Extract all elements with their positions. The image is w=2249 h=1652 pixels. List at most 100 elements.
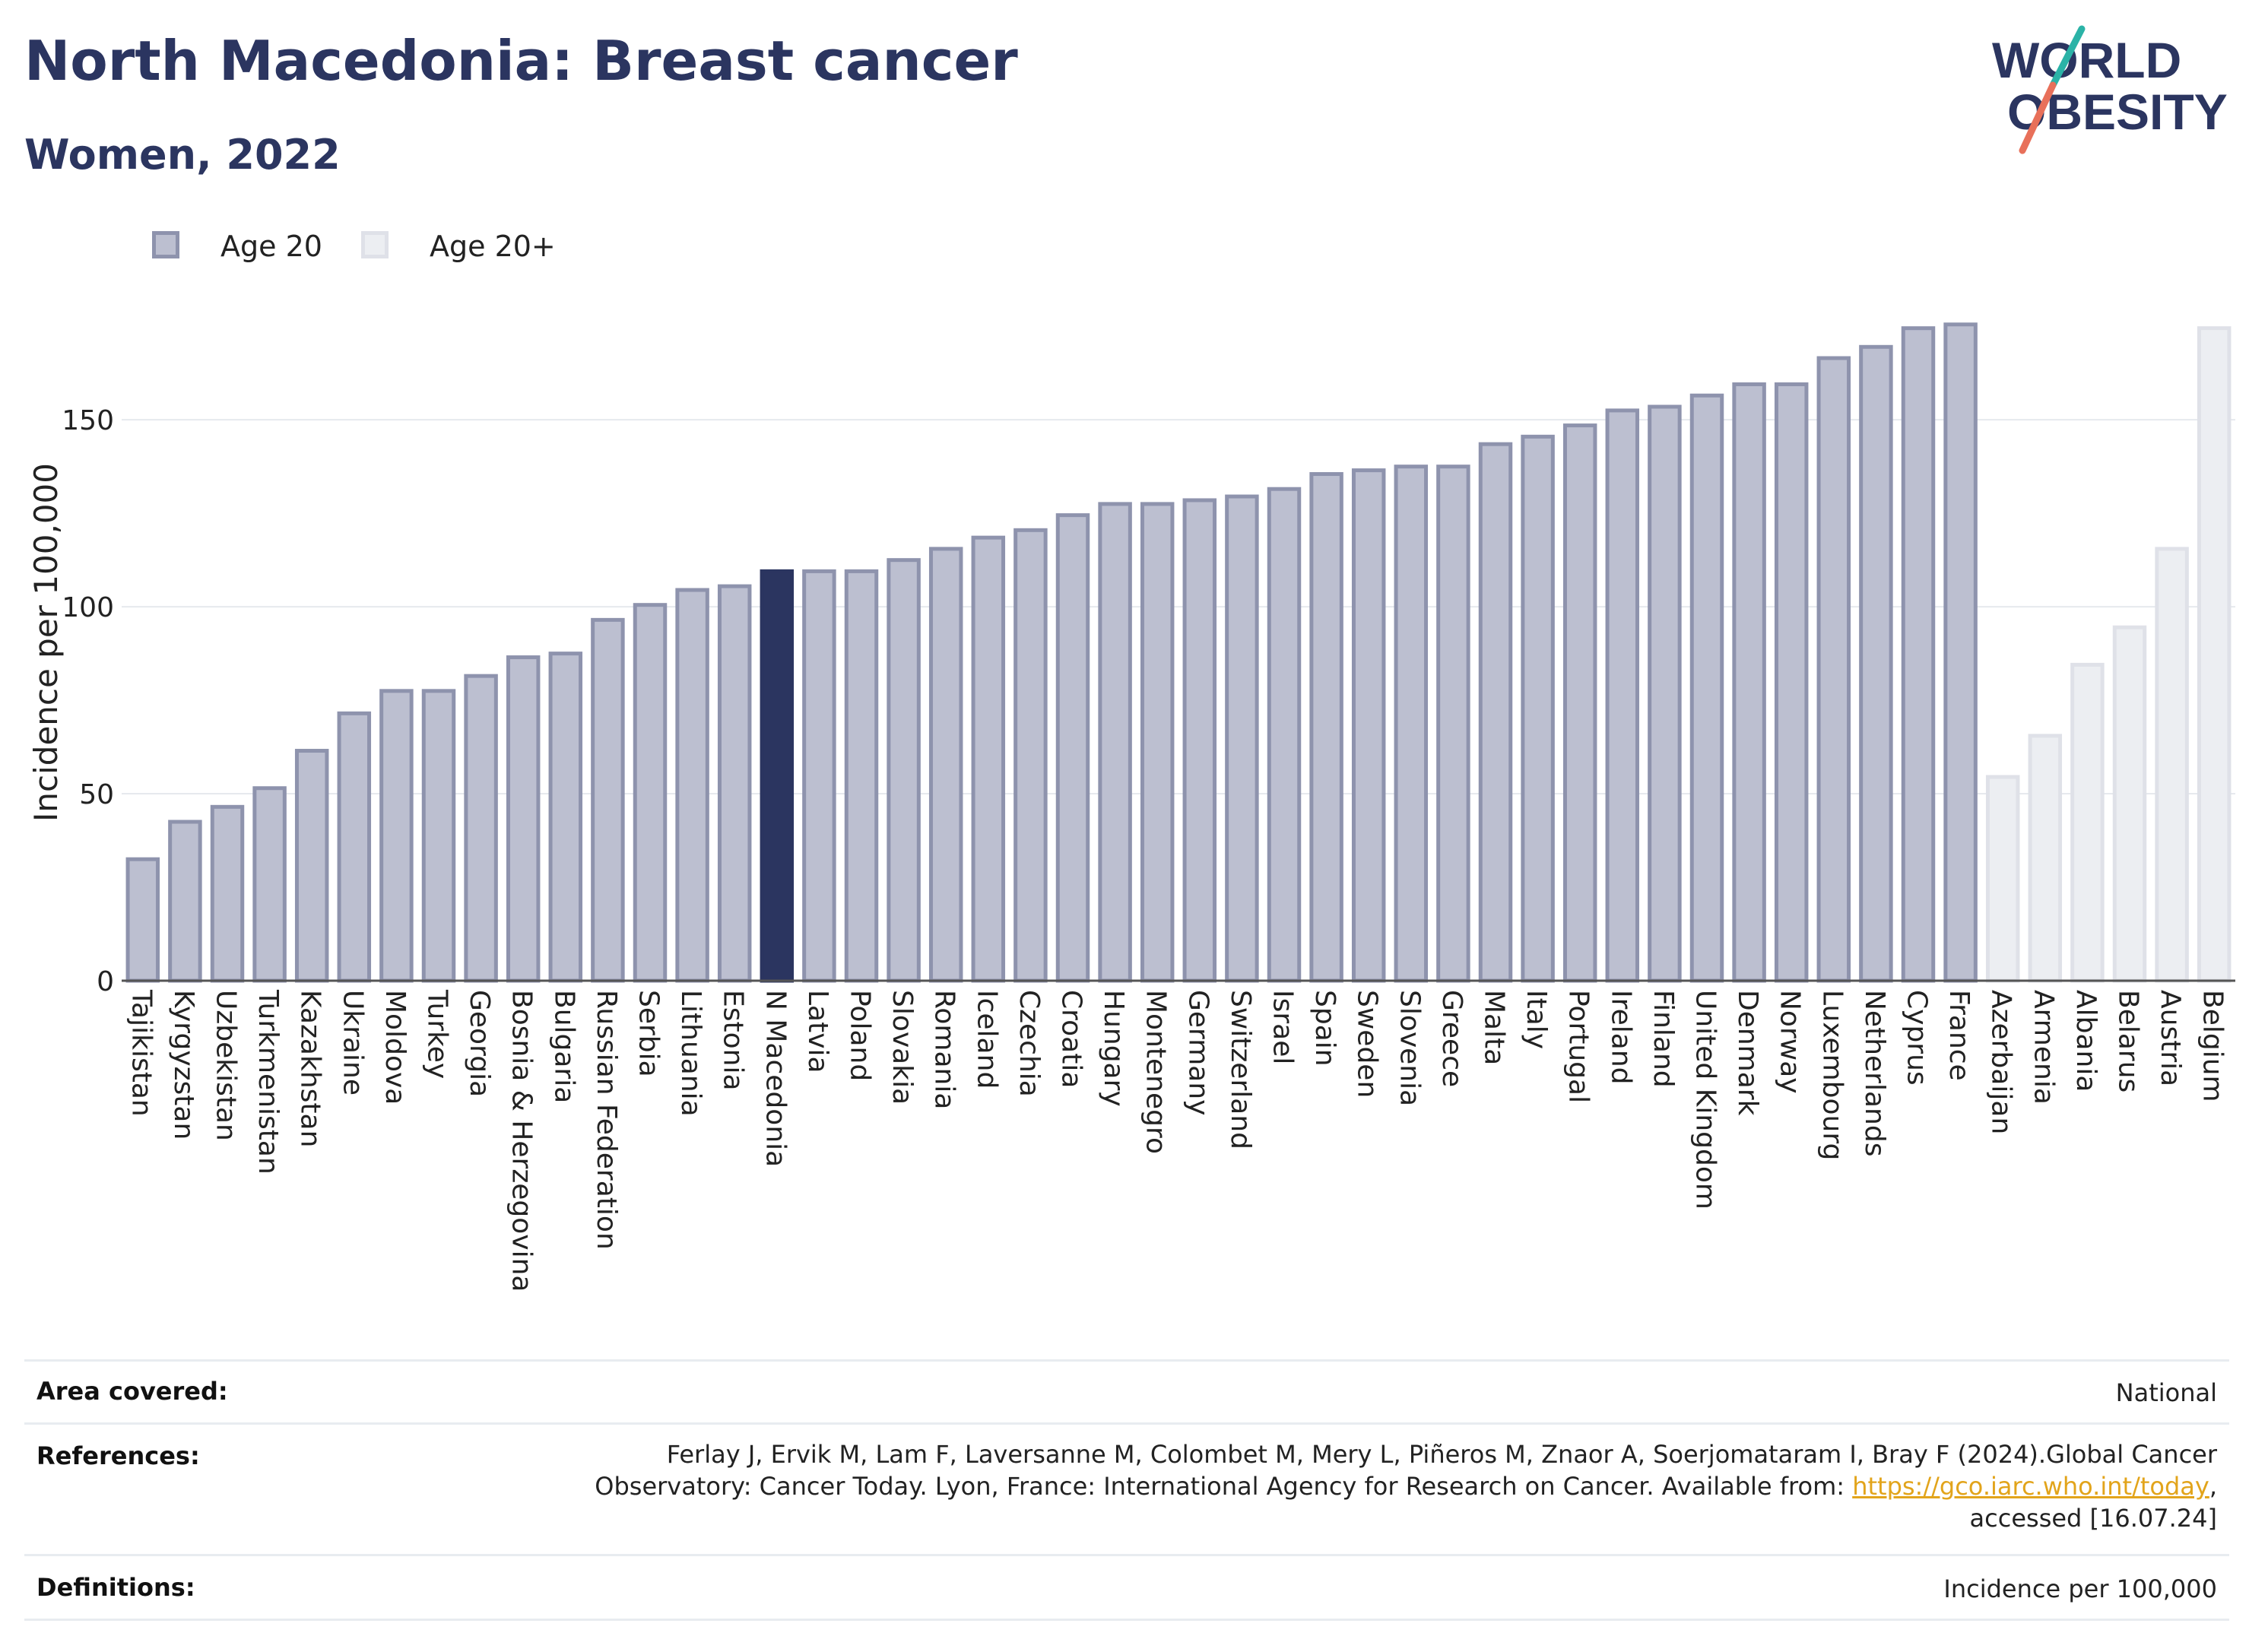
x-tick-label: Armenia xyxy=(2028,990,2059,1105)
references-label: References: xyxy=(36,1441,200,1470)
area-covered-label: Area covered: xyxy=(36,1377,228,1406)
x-tick-label: Sweden xyxy=(1352,990,1383,1098)
bar xyxy=(1436,465,1470,983)
definitions-label: Definitions: xyxy=(36,1573,195,1602)
bar xyxy=(1351,468,1386,983)
bar xyxy=(1394,465,1429,983)
x-tick-label: Ireland xyxy=(1605,990,1636,1085)
area-covered-value: National xyxy=(2115,1378,2217,1407)
bar xyxy=(971,535,1006,983)
references-link[interactable]: https://gco.iarc.who.int/today xyxy=(1852,1472,2209,1501)
x-tick-label: Italy xyxy=(1521,990,1552,1049)
bar xyxy=(1816,356,1851,983)
bar xyxy=(1648,404,1682,983)
x-tick-label: Kyrgyzstan xyxy=(168,990,199,1140)
logo-slash-teal xyxy=(2049,25,2086,89)
bar xyxy=(1182,498,1217,983)
bar xyxy=(421,689,456,983)
x-tick-label: Slovenia xyxy=(1394,990,1425,1106)
bar xyxy=(1732,382,1766,983)
x-tick-label: Ukraine xyxy=(337,990,368,1096)
bar xyxy=(844,569,879,983)
x-tick-label: Finland xyxy=(1648,990,1679,1088)
x-tick-label: Moldova xyxy=(379,990,411,1105)
x-tick-label: Iceland xyxy=(971,990,1002,1089)
x-tick-label: N Macedonia xyxy=(760,990,791,1167)
bar xyxy=(1055,513,1090,983)
bar xyxy=(1521,434,1555,983)
x-tick-label: Bulgaria xyxy=(548,990,579,1103)
x-tick-label: Romania xyxy=(929,990,960,1109)
bar xyxy=(1774,382,1809,983)
x-tick-label: Lithuania xyxy=(675,990,706,1117)
x-tick-label: Albania xyxy=(2070,990,2101,1092)
info-row-definitions: Definitions: Incidence per 100,000 xyxy=(24,1554,2229,1621)
x-tick-label: Kazakhstan xyxy=(295,990,326,1147)
page-title: North Macedonia: Breast cancer xyxy=(24,29,1018,93)
x-tick-label: Tajikistan xyxy=(125,989,157,1117)
x-tick-label: Russian Federation xyxy=(591,990,622,1250)
x-tick-label: Netherlands xyxy=(1859,990,1890,1156)
y-tick-label: 100 xyxy=(62,592,114,623)
x-tick-label: Uzbekistan xyxy=(211,990,242,1141)
bar xyxy=(717,584,752,983)
x-tick-label: Azerbaijan xyxy=(1986,990,2017,1134)
bar xyxy=(1689,393,1724,983)
info-row-references: References: Ferlay J, Ervik M, Lam F, La… xyxy=(24,1422,2229,1554)
bar xyxy=(1013,528,1048,983)
x-tick-label: Denmark xyxy=(1732,990,1763,1116)
legend-label-age-20-plus: Age 20+ xyxy=(430,230,556,263)
references-line-2: Observatory: Cancer Today. Lyon, France:… xyxy=(595,1470,2217,1502)
x-tick-label: Malta xyxy=(1479,990,1510,1065)
references-line-1: Ferlay J, Ervik M, Lam F, Laversanne M, … xyxy=(666,1440,2217,1469)
logo-text-world: WORLD xyxy=(1992,32,2181,88)
bar xyxy=(633,603,668,983)
bar xyxy=(887,558,921,983)
bar xyxy=(1605,408,1640,983)
bar xyxy=(1859,344,1893,983)
bar xyxy=(2155,547,2189,983)
info-table: Area covered: National References: Ferla… xyxy=(24,1359,2229,1621)
bar xyxy=(464,674,498,983)
page-subtitle: Women, 2022 xyxy=(24,131,341,179)
logo-slash-coral xyxy=(2019,81,2057,154)
x-tick-label: Switzerland xyxy=(1225,990,1256,1149)
x-tick-label: Montenegro xyxy=(1140,990,1172,1154)
bar xyxy=(2197,326,2232,983)
bar xyxy=(210,804,245,983)
bar xyxy=(379,689,414,983)
x-tick-label: Czechia xyxy=(1013,990,1045,1097)
bar xyxy=(802,569,836,983)
x-tick-label: Spain xyxy=(1309,990,1340,1067)
legend-label-age-20: Age 20 xyxy=(220,230,322,263)
bar xyxy=(1225,494,1259,983)
legend-swatch-age-20-plus xyxy=(361,231,389,258)
x-tick-label: Germany xyxy=(1182,990,1213,1115)
x-tick-label: Latvia xyxy=(802,990,833,1073)
y-tick-label: 50 xyxy=(79,779,114,810)
bar xyxy=(294,749,329,983)
bar xyxy=(675,588,709,983)
bar xyxy=(1267,487,1302,983)
bar xyxy=(168,820,202,983)
bar xyxy=(2070,662,2105,983)
bar xyxy=(2112,625,2147,983)
x-tick-label: Serbia xyxy=(633,990,665,1077)
bar xyxy=(1901,326,1936,983)
x-tick-label: Greece xyxy=(1436,990,1467,1087)
x-tick-label: Croatia xyxy=(1056,990,1087,1088)
x-tick-label: Slovakia xyxy=(887,990,918,1105)
references-line-2-end: , xyxy=(2209,1472,2217,1501)
bar xyxy=(1985,775,2020,983)
references-value: Ferlay J, Ervik M, Lam F, Laversanne M, … xyxy=(595,1438,2217,1534)
y-tick-label: 150 xyxy=(62,405,114,436)
x-tick-label: Israel xyxy=(1267,990,1299,1064)
x-tick-label: Poland xyxy=(845,990,876,1081)
bar xyxy=(1098,502,1132,983)
x-tick-label: Austria xyxy=(2155,990,2186,1086)
y-tick-label: 0 xyxy=(97,966,114,997)
x-tick-label: United Kingdom xyxy=(1690,990,1721,1210)
x-tick-label: Luxembourg xyxy=(1816,990,1848,1160)
bar xyxy=(591,617,625,983)
y-axis-title: Incidence per 100,000 xyxy=(27,463,65,822)
